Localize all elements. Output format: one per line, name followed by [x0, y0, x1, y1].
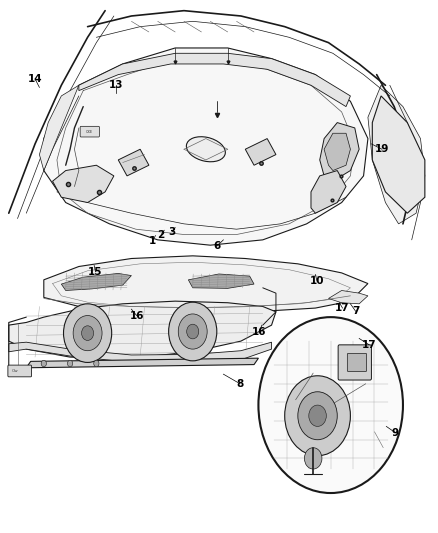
- Text: 16: 16: [252, 327, 267, 336]
- Text: Ow: Ow: [11, 369, 18, 373]
- Polygon shape: [372, 96, 425, 213]
- Polygon shape: [118, 149, 149, 176]
- Polygon shape: [328, 290, 368, 304]
- Polygon shape: [324, 133, 350, 171]
- Polygon shape: [39, 85, 79, 171]
- Text: 17: 17: [335, 303, 350, 313]
- Circle shape: [41, 360, 46, 367]
- Polygon shape: [9, 342, 272, 364]
- FancyBboxPatch shape: [347, 353, 367, 372]
- Text: 16: 16: [129, 311, 144, 320]
- Circle shape: [64, 304, 112, 362]
- Text: 1: 1: [149, 236, 156, 246]
- Polygon shape: [245, 139, 276, 165]
- Polygon shape: [44, 48, 368, 245]
- Polygon shape: [26, 358, 258, 368]
- Text: 7: 7: [352, 306, 359, 316]
- Polygon shape: [188, 274, 254, 288]
- Text: CXE: CXE: [86, 130, 93, 134]
- Polygon shape: [53, 165, 114, 203]
- FancyBboxPatch shape: [338, 345, 371, 380]
- Text: 19: 19: [375, 144, 389, 154]
- Circle shape: [178, 314, 207, 349]
- Ellipse shape: [187, 137, 225, 161]
- Circle shape: [169, 302, 217, 361]
- Text: 15: 15: [88, 267, 103, 277]
- Text: 10: 10: [310, 277, 325, 286]
- Polygon shape: [320, 123, 359, 181]
- Text: 3: 3: [169, 227, 176, 237]
- Text: 6: 6: [213, 241, 220, 251]
- Circle shape: [73, 316, 102, 351]
- Text: 8: 8: [237, 379, 244, 389]
- Circle shape: [258, 317, 403, 493]
- Circle shape: [304, 448, 322, 469]
- Text: 9: 9: [392, 428, 399, 438]
- Circle shape: [298, 392, 337, 440]
- Circle shape: [187, 324, 199, 339]
- Polygon shape: [311, 171, 346, 213]
- Text: 14: 14: [28, 74, 42, 84]
- Text: 13: 13: [109, 80, 124, 90]
- Polygon shape: [9, 301, 276, 358]
- Polygon shape: [368, 85, 425, 224]
- Text: 17: 17: [362, 340, 377, 350]
- Circle shape: [94, 360, 99, 367]
- Circle shape: [67, 360, 73, 367]
- Text: 2: 2: [158, 230, 165, 239]
- Polygon shape: [44, 256, 368, 313]
- Circle shape: [81, 326, 94, 341]
- FancyBboxPatch shape: [80, 126, 99, 137]
- Circle shape: [309, 405, 326, 426]
- FancyBboxPatch shape: [8, 365, 32, 377]
- Polygon shape: [79, 53, 350, 107]
- Circle shape: [285, 376, 350, 456]
- Polygon shape: [61, 273, 131, 290]
